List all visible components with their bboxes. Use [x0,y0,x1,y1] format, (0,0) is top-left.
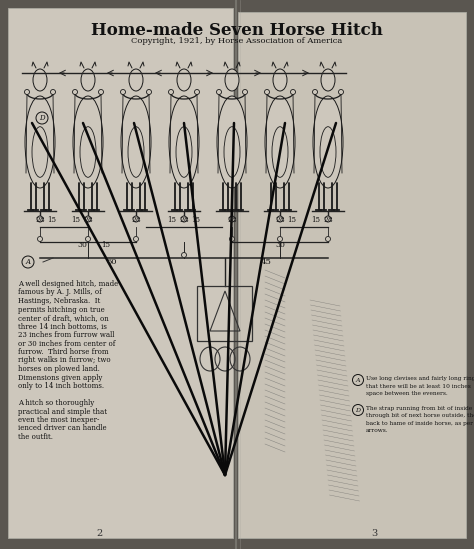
Ellipse shape [177,69,191,91]
Ellipse shape [321,69,335,91]
Text: 15: 15 [47,216,56,224]
Circle shape [51,89,55,94]
Text: three 14 inch bottoms, is: three 14 inch bottoms, is [18,322,107,330]
Circle shape [277,216,283,222]
Text: or 30 inches from center of: or 30 inches from center of [18,339,115,348]
Ellipse shape [129,69,143,91]
Circle shape [182,253,186,257]
Text: practical and simple that: practical and simple that [18,407,107,416]
Text: 28: 28 [179,216,189,224]
Text: furrow.  Third horse from: furrow. Third horse from [18,348,109,356]
Text: 3: 3 [371,529,377,538]
Text: Copyright, 1921, by Horse Association of America: Copyright, 1921, by Horse Association of… [131,37,343,45]
Ellipse shape [217,96,247,188]
FancyBboxPatch shape [8,8,233,538]
Circle shape [326,237,330,242]
Circle shape [325,216,331,222]
Circle shape [353,374,364,385]
Text: 30: 30 [77,241,87,249]
Circle shape [134,237,138,242]
Text: arrows.: arrows. [366,429,389,434]
Text: D: D [356,407,361,412]
Text: space between the eveners.: space between the eveners. [366,391,448,396]
Text: 28: 28 [275,216,285,224]
Text: 15: 15 [72,216,81,224]
Text: even the most inexper-: even the most inexper- [18,416,100,424]
Text: 45: 45 [261,258,272,266]
Circle shape [22,256,34,268]
Text: center of draft, which, on: center of draft, which, on [18,314,109,322]
Text: 28: 28 [83,216,93,224]
Ellipse shape [265,96,295,188]
Ellipse shape [73,96,103,188]
Circle shape [264,89,270,94]
Text: 60: 60 [107,258,117,266]
Circle shape [85,237,91,242]
Circle shape [168,89,173,94]
Text: 28: 28 [227,216,237,224]
Text: A well designed hitch, made: A well designed hitch, made [18,280,118,288]
Text: A hitch so thoroughly: A hitch so thoroughly [18,399,94,407]
Circle shape [181,216,187,222]
Circle shape [312,89,318,94]
Text: D: D [39,114,45,122]
Circle shape [353,405,364,416]
Circle shape [217,89,221,94]
Text: 28: 28 [131,216,141,224]
Text: The strap running from bit of inside horse: The strap running from bit of inside hor… [366,406,474,411]
Ellipse shape [225,69,239,91]
Circle shape [37,237,43,242]
Ellipse shape [81,69,95,91]
Text: Use long clevises and fairly long ring, so: Use long clevises and fairly long ring, … [366,376,474,381]
Ellipse shape [25,96,55,188]
Circle shape [73,89,78,94]
Ellipse shape [273,69,287,91]
Text: A: A [26,258,30,266]
Circle shape [25,89,29,94]
Text: permits hitching on true: permits hitching on true [18,305,105,313]
Text: ienced driver can handle: ienced driver can handle [18,424,107,433]
Ellipse shape [169,96,199,188]
Circle shape [194,89,200,94]
Circle shape [36,112,48,124]
Circle shape [243,89,247,94]
Circle shape [120,89,126,94]
Text: Dimensions given apply: Dimensions given apply [18,373,102,382]
Text: Home-made Seven Horse Hitch: Home-made Seven Horse Hitch [91,22,383,39]
Text: Hastings, Nebraska.  It: Hastings, Nebraska. It [18,297,100,305]
Circle shape [37,216,43,222]
Circle shape [338,89,344,94]
Circle shape [85,216,91,222]
Text: 23 inches from furrow wall: 23 inches from furrow wall [18,331,114,339]
Circle shape [99,89,103,94]
Text: right walks in furrow; two: right walks in furrow; two [18,356,110,365]
Text: 30: 30 [275,241,285,249]
Circle shape [133,216,139,222]
Ellipse shape [33,69,47,91]
Text: 15: 15 [167,216,176,224]
Ellipse shape [121,96,151,188]
Text: 15: 15 [311,216,320,224]
Text: 28: 28 [323,216,333,224]
Text: famous by A. J. Mills, of: famous by A. J. Mills, of [18,289,102,296]
Ellipse shape [313,96,343,188]
Text: 2: 2 [97,529,103,538]
Text: the outfit.: the outfit. [18,433,53,441]
Text: 15: 15 [101,241,110,249]
Text: 15: 15 [288,216,297,224]
Text: 15: 15 [191,216,201,224]
Text: 28: 28 [35,216,45,224]
FancyBboxPatch shape [238,12,466,538]
Text: that there will be at least 10 inches: that there will be at least 10 inches [366,384,471,389]
Text: A: A [356,378,360,383]
Circle shape [146,89,152,94]
Text: only to 14 inch bottoms.: only to 14 inch bottoms. [18,382,104,390]
Circle shape [229,216,235,222]
Text: horses on plowed land.: horses on plowed land. [18,365,100,373]
Circle shape [229,237,235,242]
Circle shape [277,237,283,242]
Circle shape [291,89,295,94]
Text: back to hame of inside horse, as per: back to hame of inside horse, as per [366,421,473,426]
Text: through bit of next horse outside, thence: through bit of next horse outside, thenc… [366,413,474,418]
